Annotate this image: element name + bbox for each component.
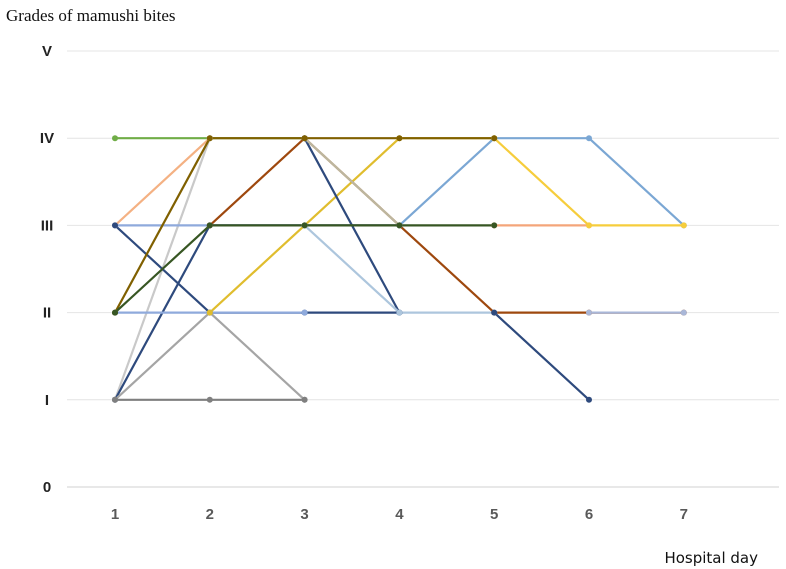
- x-tick-label: 5: [490, 506, 498, 523]
- series-point-14: [586, 135, 592, 142]
- series-point-17: [586, 396, 592, 403]
- x-tick-label: 3: [300, 506, 308, 523]
- series-point-20: [112, 309, 118, 316]
- y-tick-label: V: [42, 43, 52, 60]
- series-point-9: [206, 309, 213, 316]
- y-tick-label: I: [45, 392, 49, 409]
- y-tick-label: III: [41, 217, 54, 234]
- series-point-20: [491, 222, 498, 229]
- x-tick-label: 4: [395, 506, 404, 523]
- y-tick-label: 0: [43, 479, 51, 496]
- series-point-8: [112, 396, 118, 403]
- series-line-16: [493, 137, 685, 227]
- series-line-20: [113, 224, 496, 314]
- series-point-20: [396, 222, 403, 229]
- y-tick-label: IV: [40, 130, 54, 147]
- x-axis-label: Hospital day: [664, 549, 758, 567]
- series-point-19: [206, 135, 213, 142]
- gridlines: [67, 50, 779, 488]
- x-tick-label: 7: [680, 506, 688, 523]
- series-line-13: [303, 224, 496, 314]
- series-point-19: [301, 135, 308, 142]
- series-point-13: [396, 309, 403, 316]
- series-line-17: [493, 311, 591, 401]
- series-point-16: [586, 222, 592, 229]
- series-line-12: [303, 137, 401, 227]
- series-point-0: [112, 135, 118, 142]
- series-point-6: [301, 309, 308, 316]
- series-lines: [113, 137, 685, 401]
- series-point-16: [680, 222, 687, 229]
- series-point-18: [586, 309, 592, 316]
- series-point-20: [301, 222, 308, 229]
- y-tick-label: II: [43, 305, 51, 322]
- series-point-18: [680, 309, 687, 316]
- series-point-8: [301, 396, 308, 403]
- series-points: [112, 135, 687, 403]
- series-line-14: [398, 137, 685, 227]
- series-point-20: [206, 222, 213, 229]
- series-point-19: [491, 135, 498, 142]
- chart-title: Grades of mamushi bites: [6, 6, 176, 25]
- series-point-8: [206, 396, 213, 403]
- series-point-5: [112, 222, 118, 229]
- x-tick-label: 2: [206, 506, 214, 523]
- x-tick-labels: 1 2 3 4 5 6 7: [111, 506, 688, 523]
- x-tick-label: 1: [111, 506, 119, 523]
- series-point-19: [396, 135, 403, 142]
- x-tick-label: 6: [585, 506, 593, 523]
- series-line-1: [113, 137, 211, 227]
- series-line-7: [113, 311, 306, 401]
- series-point-17: [491, 309, 498, 316]
